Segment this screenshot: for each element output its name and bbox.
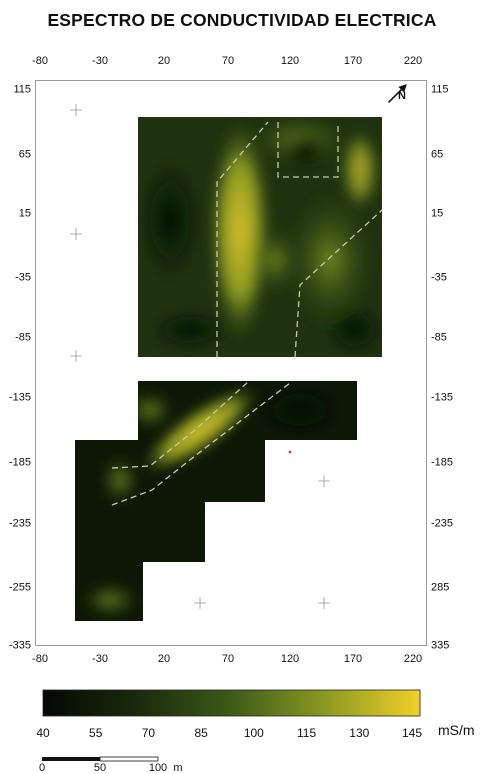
x-tick-bottom: 170 — [343, 653, 363, 665]
y-tick-left: -335 — [8, 639, 31, 652]
x-tick-bottom: -80 — [32, 653, 48, 665]
upper-survey-block — [138, 117, 382, 357]
y-tick-left: -35 — [15, 271, 31, 284]
y-tick-left: -255 — [8, 581, 31, 594]
colorbar-tick-label: 70 — [141, 726, 156, 740]
y-tick-right: 115 — [431, 83, 449, 96]
y-tick-right: 335 — [431, 639, 450, 652]
x-tick-bottom: 70 — [221, 653, 235, 665]
x-tick-bottom: -30 — [92, 653, 108, 665]
colorbar-tick-label: 55 — [89, 726, 103, 740]
y-tick-right: -235 — [431, 517, 454, 530]
x-tick-bottom: 120 — [280, 653, 300, 665]
colorbar-unit: mS/m — [438, 722, 475, 738]
x-tick-top: 170 — [343, 55, 363, 67]
y-tick-left: 115 — [13, 83, 31, 96]
y-tick-right: 285 — [431, 581, 450, 594]
colorbar-tick-label: 100 — [243, 726, 264, 740]
y-tick-left: -85 — [15, 331, 31, 344]
y-tick-right: 65 — [431, 148, 444, 161]
y-tick-left: -235 — [8, 517, 31, 530]
x-tick-bottom: 220 — [403, 653, 423, 665]
colorbar-tick-label: 115 — [296, 726, 317, 740]
x-tick-top: 120 — [280, 55, 300, 67]
scale-bar-unit: m — [173, 762, 183, 774]
colorbar-tick-label: 40 — [36, 726, 50, 740]
scale-bar — [42, 756, 159, 762]
dashed-outlines — [111, 121, 383, 506]
y-tick-left: -135 — [8, 391, 31, 404]
north-label: N — [398, 90, 406, 102]
map-frame — [35, 80, 427, 646]
y-tick-left: 15 — [18, 207, 31, 220]
grid-markers — [70, 104, 330, 609]
x-tick-top: 70 — [221, 55, 235, 67]
y-tick-right: -185 — [431, 456, 454, 469]
x-tick-top: -80 — [32, 55, 48, 67]
scale-bar-label: 50 — [93, 762, 107, 774]
y-tick-right: 15 — [431, 207, 444, 220]
colorbar-tick-label: 145 — [401, 726, 423, 740]
scale-bar-label: 0 — [38, 762, 46, 774]
y-tick-right: -85 — [431, 331, 447, 344]
y-tick-right: -35 — [431, 271, 447, 284]
x-tick-top: 20 — [157, 55, 171, 67]
x-tick-top: 220 — [403, 55, 423, 67]
map-title: ESPECTRO DE CONDUCTIVIDAD ELECTRICA — [47, 10, 437, 30]
x-tick-top: -30 — [92, 55, 108, 67]
y-tick-right: -135 — [431, 391, 454, 404]
scale-bar-label: 100 — [148, 762, 168, 774]
colorbar-tick-label: 85 — [194, 726, 208, 740]
colorbar-tick-label: 130 — [349, 726, 370, 740]
y-tick-left: -185 — [8, 456, 31, 469]
y-tick-left: 65 — [18, 148, 31, 161]
x-tick-bottom: 20 — [157, 653, 171, 665]
colorbar — [42, 689, 421, 717]
